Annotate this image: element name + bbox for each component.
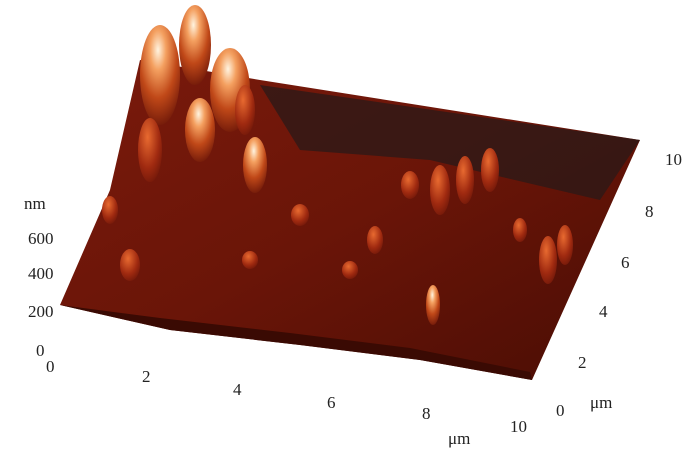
x-tick-label: 4 — [233, 380, 242, 399]
surface — [60, 5, 640, 380]
x-axis-unit: μm — [448, 429, 470, 448]
y-tick-label: 2 — [578, 353, 587, 372]
z-tick-label: 600 — [28, 229, 54, 248]
x-tick-label: 2 — [142, 367, 151, 386]
y-tick-label: 8 — [645, 202, 654, 221]
y-tick-label: 4 — [599, 302, 608, 321]
y-tick-label: 10 — [665, 150, 682, 169]
z-axis-unit: nm — [24, 194, 46, 213]
y-axis-unit: μm — [590, 393, 612, 412]
z-tick-label: 400 — [28, 264, 54, 283]
y-tick-label: 0 — [556, 401, 565, 420]
x-tick-label: 8 — [422, 404, 431, 423]
x-tick-label: 0 — [46, 357, 55, 376]
y-tick-label: 6 — [621, 253, 630, 272]
z-tick-label: 200 — [28, 302, 54, 321]
x-tick-label: 10 — [510, 417, 527, 436]
z-tick-label: 0 — [36, 341, 45, 360]
x-tick-label: 6 — [327, 393, 336, 412]
